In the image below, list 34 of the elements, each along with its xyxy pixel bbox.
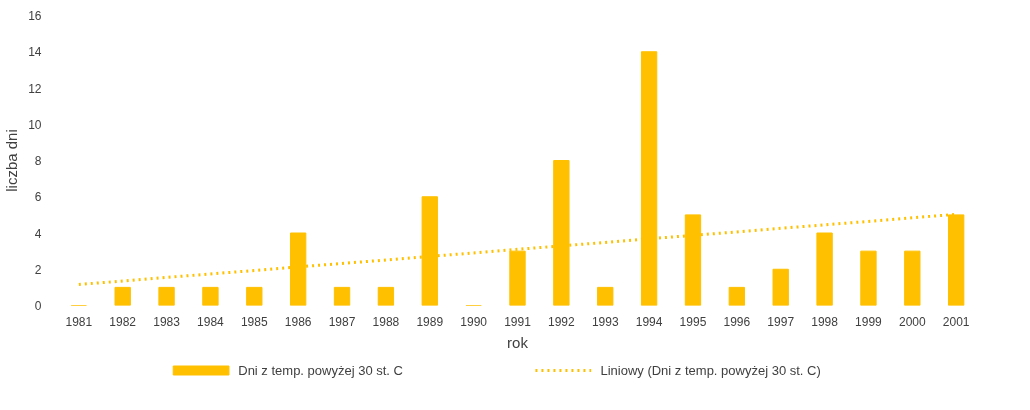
x-tick-label: 1981	[65, 314, 93, 329]
y-tick-label: 14	[28, 45, 42, 60]
y-tick-label: 4	[34, 226, 42, 241]
x-tick-label: 1999	[855, 314, 883, 329]
x-tick-label: 1982	[109, 314, 137, 329]
x-tick-label: 1996	[723, 314, 751, 329]
y-tick-label: 8	[34, 154, 42, 168]
x-tick-label: 1998	[811, 314, 839, 329]
x-tick-label: 1990	[460, 314, 488, 329]
x-tick-label: 1983	[153, 314, 181, 329]
x-tick-label: 1989	[416, 314, 444, 329]
x-tick-label: 1993	[591, 314, 619, 329]
x-tick-label: 2001	[942, 314, 970, 329]
x-tick-label: 1988	[372, 314, 400, 329]
x-tick-label: 2000	[898, 314, 926, 329]
y-tick-label: 6	[34, 190, 42, 205]
x-tick-label: 1995	[679, 314, 707, 329]
legend-label: Dni z temp. powyżej 30 st. C	[238, 363, 403, 378]
x-tick-label: 1984	[197, 314, 225, 329]
x-tick-label: 1997	[767, 314, 795, 329]
y-tick-label: 10	[28, 117, 42, 132]
x-axis-title: rok	[507, 333, 529, 351]
y-tick-label: 0	[34, 299, 42, 313]
x-tick-label: 1991	[504, 314, 532, 329]
x-tick-label: 1992	[548, 314, 576, 329]
y-tick-label: 2	[34, 262, 42, 277]
y-axis-title: liczba dni	[3, 129, 21, 192]
y-tick-label: 16	[28, 9, 42, 23]
x-tick-label: 1985	[240, 314, 268, 329]
x-tick-label: 1987	[328, 314, 356, 329]
x-tick-label: 1994	[635, 314, 663, 329]
legend-label: Liniowy (Dni z temp. powyżej 30 st. C)	[600, 363, 821, 378]
y-tick-label: 12	[28, 81, 42, 96]
x-tick-label: 1986	[284, 314, 312, 329]
